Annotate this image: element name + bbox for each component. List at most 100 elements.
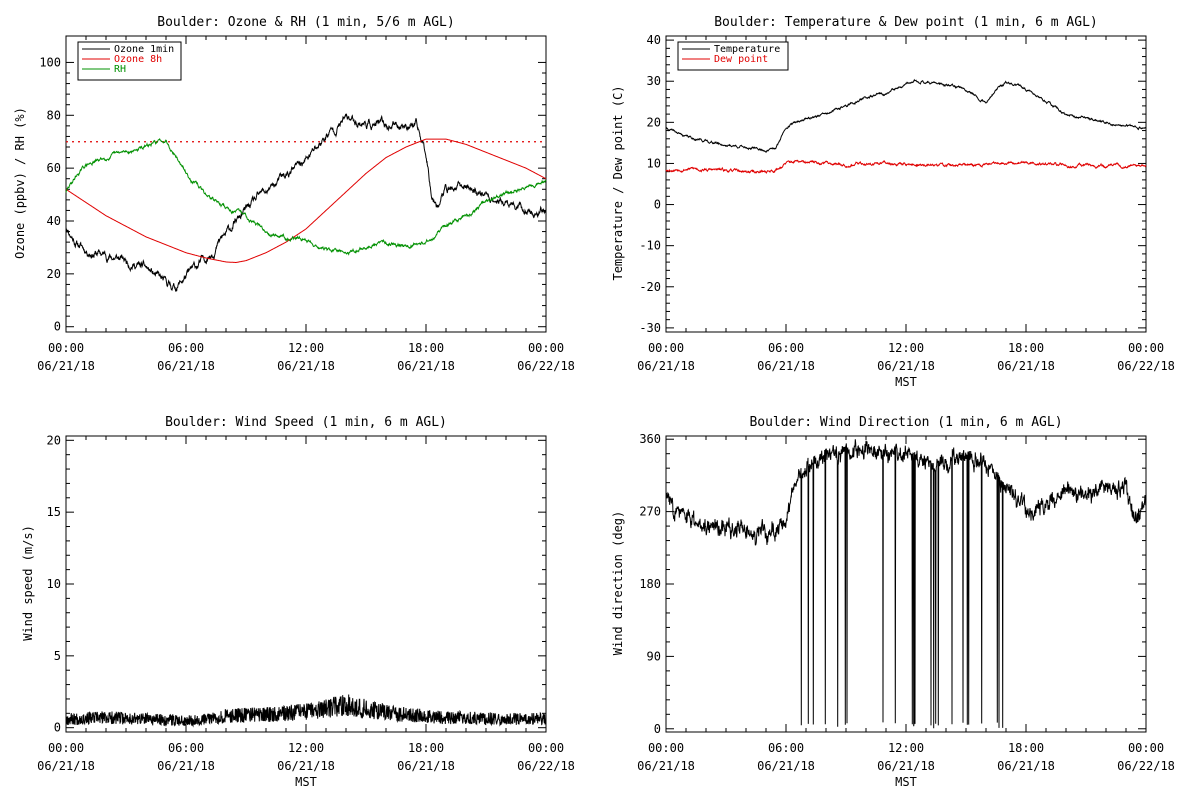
y-tick-label: 10 [47,577,61,591]
legend-label: Ozone 1min [114,44,174,55]
x-tick-label-time: 00:00 [648,341,684,355]
y-tick-label: 90 [647,649,661,663]
series-line-rh [65,137,547,256]
legend-label: Temperature [714,44,780,55]
y-tick-label: 0 [654,198,661,212]
x-tick-label-date: 06/21/18 [157,759,215,773]
y-tick-label: 0 [54,721,61,735]
series-line-ozone-8h [65,138,547,263]
x-tick-label-date: 06/21/18 [637,359,695,373]
x-tick-label-date: 06/21/18 [997,359,1055,373]
x-tick-label-date: 06/21/18 [277,359,335,373]
y-tick-label: 40 [47,214,61,228]
x-tick-label-date: 06/21/18 [757,759,815,773]
x-tick-label-time: 00:00 [648,741,684,755]
y-tick-label: 0 [54,320,61,334]
x-tick-label-time: 06:00 [168,741,204,755]
panel-wind-direction: Boulder: Wind Direction (1 min, 6 m AGL)… [611,415,1175,789]
series-line-wind-direction [665,439,1147,729]
y-tick-label: 5 [54,649,61,663]
x-tick-label-date: 06/21/18 [877,759,935,773]
y-tick-label: 20 [47,433,61,447]
legend-label: RH [114,64,126,75]
x-tick-label-time: 06:00 [168,341,204,355]
series-line-dew-point [665,159,1147,174]
plot-frame [65,435,547,733]
y-tick-label: 40 [647,33,661,47]
x-tick-label-date: 06/22/18 [1117,759,1175,773]
y-tick-label: 100 [39,55,61,69]
wind-direction-chart-title: Boulder: Wind Direction (1 min, 6 m AGL) [749,415,1062,430]
legend-label: Dew point [714,54,768,65]
y-tick-label: 15 [47,505,61,519]
y-tick-label: 80 [47,108,61,122]
temperature-plot-area: -30 -20 -10 0 10 20 30 40 00:00 06/21/18 06:00 06/2… [637,33,1175,373]
legend-box [77,41,182,81]
wind-speed-chart-title: Boulder: Wind Speed (1 min, 6 m AGL) [165,415,447,430]
y-tick-label: -20 [639,280,661,294]
x-tick-label-time: 06:00 [768,741,804,755]
x-tick-label-date: 06/21/18 [397,359,455,373]
wind-speed-plot-area: 0 5 10 15 20 00:00 06/21/18 06:00 06/21/18 12:00 0… [37,433,575,773]
y-tick-label: -30 [639,321,661,335]
x-tick-label-date: 06/21/18 [157,359,215,373]
x-tick-label-date: 06/22/18 [517,359,575,373]
x-tick-label-time: 00:00 [528,741,564,755]
wind-direction-x-axis-label: MST [895,775,917,789]
y-tick-label: 180 [639,577,661,591]
x-tick-label-time: 06:00 [768,341,804,355]
y-tick-label: 10 [647,156,661,170]
ozone-chart-title: Boulder: Ozone & RH (1 min, 5/6 m AGL) [157,15,454,30]
temperature-x-axis-label: MST [895,375,917,389]
legend-label: Ozone 8h [114,54,162,65]
y-tick-label: 60 [47,161,61,175]
x-tick-label-date: 06/21/18 [37,759,95,773]
y-tick-label: 30 [647,74,661,88]
y-tick-label: 20 [647,115,661,129]
x-tick-label-time: 00:00 [1128,741,1164,755]
ozone-y-axis-label: Ozone (ppbv) / RH (%) [13,107,27,259]
wind-speed-x-axis-label: MST [295,775,317,789]
ozone-plot-area: 0 20 40 60 80 100 00:00 06/21/18 06:00 06/21/18 12… [37,35,575,373]
x-tick-label-time: 18:00 [1008,741,1044,755]
wind-direction-plot-area: 0 90 180 270 360 00:00 06/21/18 06:00 06/21/18 12… [637,432,1175,773]
x-tick-label-time: 00:00 [48,741,84,755]
x-tick-label-time: 12:00 [888,741,924,755]
temperature-chart-title: Boulder: Temperature & Dew point (1 min,… [714,15,1098,30]
x-tick-label-date: 06/21/18 [997,759,1055,773]
x-tick-label-date: 06/21/18 [277,759,335,773]
y-tick-label: 360 [639,432,661,446]
x-tick-label-time: 18:00 [408,341,444,355]
plot-frame [665,435,1147,733]
x-tick-label-date: 06/21/18 [37,359,95,373]
legend-box [677,41,789,71]
panel-wind-speed: Boulder: Wind Speed (1 min, 6 m AGL) Win… [21,415,575,789]
x-tick-label-time: 12:00 [288,341,324,355]
series-line-ozone-1min [65,113,547,292]
x-tick-label-date: 06/22/18 [517,759,575,773]
series-line-temperature [665,78,1147,154]
y-tick-label: 0 [654,722,661,736]
x-tick-label-date: 06/22/18 [1117,359,1175,373]
x-tick-label-time: 18:00 [1008,341,1044,355]
wind-direction-y-axis-label: Wind direction (deg) [611,511,625,656]
x-tick-label-time: 00:00 [1128,341,1164,355]
y-tick-label: 270 [639,505,661,519]
x-tick-label-date: 06/21/18 [397,759,455,773]
y-tick-label: -10 [639,239,661,253]
wind-speed-y-axis-label: Wind speed (m/s) [21,525,35,641]
panel-temperature: Boulder: Temperature & Dew point (1 min,… [611,15,1175,389]
x-tick-label-date: 06/21/18 [877,359,935,373]
series-line-wind-speed [65,694,547,728]
x-tick-label-time: 12:00 [888,341,924,355]
plot-frame [665,35,1147,333]
x-tick-label-time: 00:00 [528,341,564,355]
x-tick-label-time: 12:00 [288,741,324,755]
x-tick-label-time: 18:00 [408,741,444,755]
x-tick-label-date: 06/21/18 [757,359,815,373]
y-tick-label: 20 [47,267,61,281]
x-tick-label-date: 06/21/18 [637,759,695,773]
temperature-y-axis-label: Temperature / Dew point (C) [611,85,625,280]
x-tick-label-time: 00:00 [48,341,84,355]
